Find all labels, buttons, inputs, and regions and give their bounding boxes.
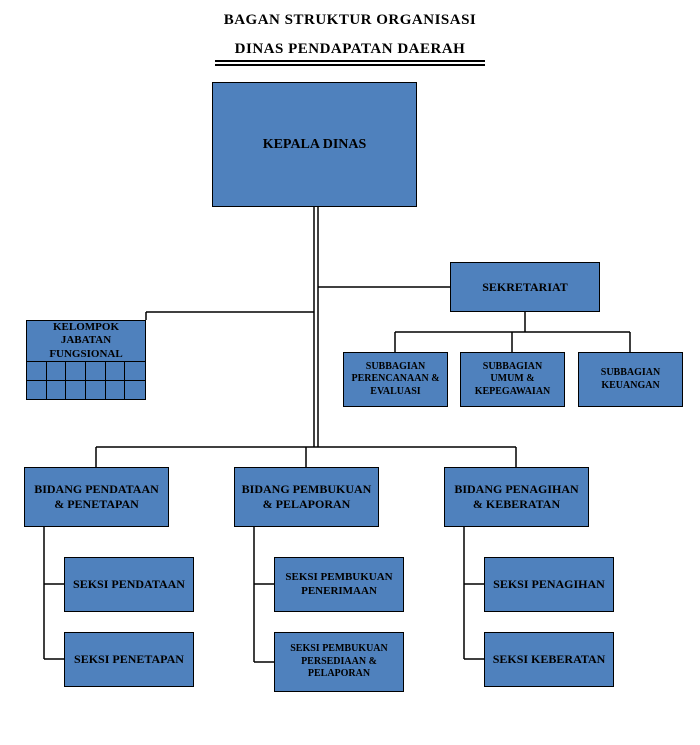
node-seksi-penetapan: SEKSI PENETAPAN — [64, 632, 194, 687]
node-subbagian-umum: SUBBAGIAN UMUM & KEPEGAWAIAN — [460, 352, 565, 407]
node-label: BIDANG PENDATAAN & PENETAPAN — [29, 482, 164, 512]
node-seksi-pendataan: SEKSI PENDATAAN — [64, 557, 194, 612]
node-label: BIDANG PEMBUKUAN & PELAPORAN — [239, 482, 374, 512]
node-sekretariat: SEKRETARIAT — [450, 262, 600, 312]
node-label: SEKSI KEBERATAN — [493, 652, 606, 667]
node-subbagian-keuangan: SUBBAGIAN KEUANGAN — [578, 352, 683, 407]
chart-title-line2: DINAS PENDAPATAN DAERAH — [0, 41, 700, 58]
node-seksi-pembukuan-persediaan: SEKSI PEMBUKUAN PERSEDIAAN & PELAPORAN — [274, 632, 404, 692]
node-bidang-pendataan: BIDANG PENDATAAN & PENETAPAN — [24, 467, 169, 527]
node-label: SUBBAGIAN UMUM & KEPEGAWAIAN — [465, 361, 560, 399]
node-bidang-pembukuan: BIDANG PEMBUKUAN & PELAPORAN — [234, 467, 379, 527]
node-label: SEKSI PENDATAAN — [73, 577, 185, 592]
node-label: SEKSI PENETAPAN — [74, 652, 184, 667]
title-underline — [215, 60, 485, 66]
node-label: SUBBAGIAN KEUANGAN — [583, 367, 678, 392]
node-label: SEKSI PEMBUKUAN PERSEDIAAN & PELAPORAN — [279, 643, 399, 681]
node-label: SEKRETARIAT — [482, 280, 568, 295]
node-label: SUBBAGIAN PERENCANAAN & EVALUASI — [348, 361, 443, 399]
kjf-grid — [27, 362, 145, 400]
node-label: SEKSI PENAGIHAN — [493, 577, 605, 592]
node-label: KELOMPOK JABATAN FUNGSIONAL — [27, 321, 145, 362]
node-label: KEPALA DINAS — [263, 136, 367, 154]
node-label: SEKSI PEMBUKUAN PENERIMAAN — [279, 571, 399, 599]
chart-title-line1: BAGAN STRUKTUR ORGANISASI — [0, 12, 700, 29]
node-seksi-penagihan: SEKSI PENAGIHAN — [484, 557, 614, 612]
node-label: BIDANG PENAGIHAN & KEBERATAN — [449, 482, 584, 512]
node-kelompok-jabatan-fungsional: KELOMPOK JABATAN FUNGSIONAL — [26, 320, 146, 400]
node-subbagian-perencanaan: SUBBAGIAN PERENCANAAN & EVALUASI — [343, 352, 448, 407]
node-seksi-pembukuan-penerimaan: SEKSI PEMBUKUAN PENERIMAAN — [274, 557, 404, 612]
node-kepala-dinas: KEPALA DINAS — [212, 82, 417, 207]
node-seksi-keberatan: SEKSI KEBERATAN — [484, 632, 614, 687]
node-bidang-penagihan: BIDANG PENAGIHAN & KEBERATAN — [444, 467, 589, 527]
